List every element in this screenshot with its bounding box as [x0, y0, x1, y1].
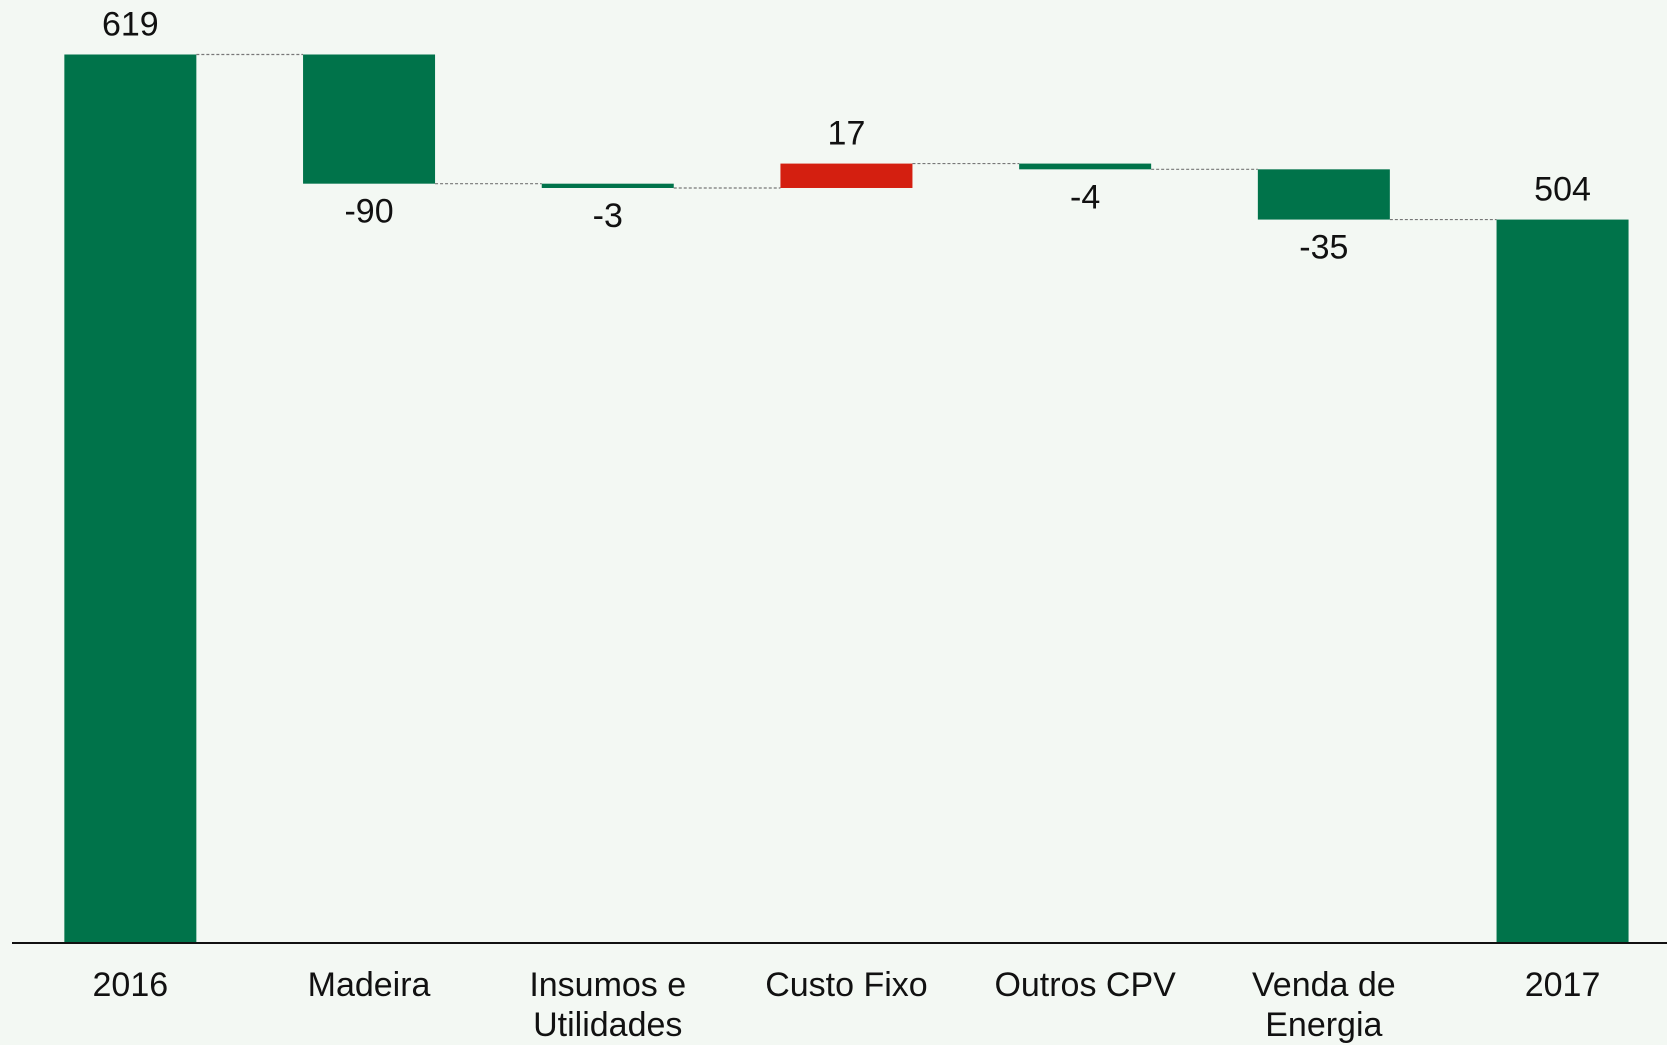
x-tick-label: Custo Fixo	[765, 966, 928, 1004]
x-tick-label: Madeira	[307, 966, 431, 1004]
value-label: -90	[344, 193, 393, 231]
bar	[541, 183, 674, 188]
bar	[303, 54, 436, 184]
bar	[780, 163, 913, 188]
value-label: -35	[1299, 229, 1348, 267]
x-tick-label: Venda de Energia	[1251, 966, 1396, 1044]
x-tick-label: Insumos e Utilidades	[529, 966, 687, 1044]
bar	[64, 54, 197, 943]
value-label: -4	[1070, 178, 1100, 216]
value-label: 619	[102, 5, 159, 43]
value-label: -3	[593, 197, 623, 235]
x-tick-label: 2017	[1524, 966, 1601, 1004]
bar	[1496, 219, 1629, 943]
x-tick-label: 2016	[92, 966, 169, 1004]
bar	[1019, 163, 1152, 170]
value-label: 504	[1534, 171, 1591, 209]
value-label: 17	[828, 115, 866, 153]
x-tick-label: Outros CPV	[994, 966, 1176, 1004]
bar	[1257, 169, 1390, 220]
